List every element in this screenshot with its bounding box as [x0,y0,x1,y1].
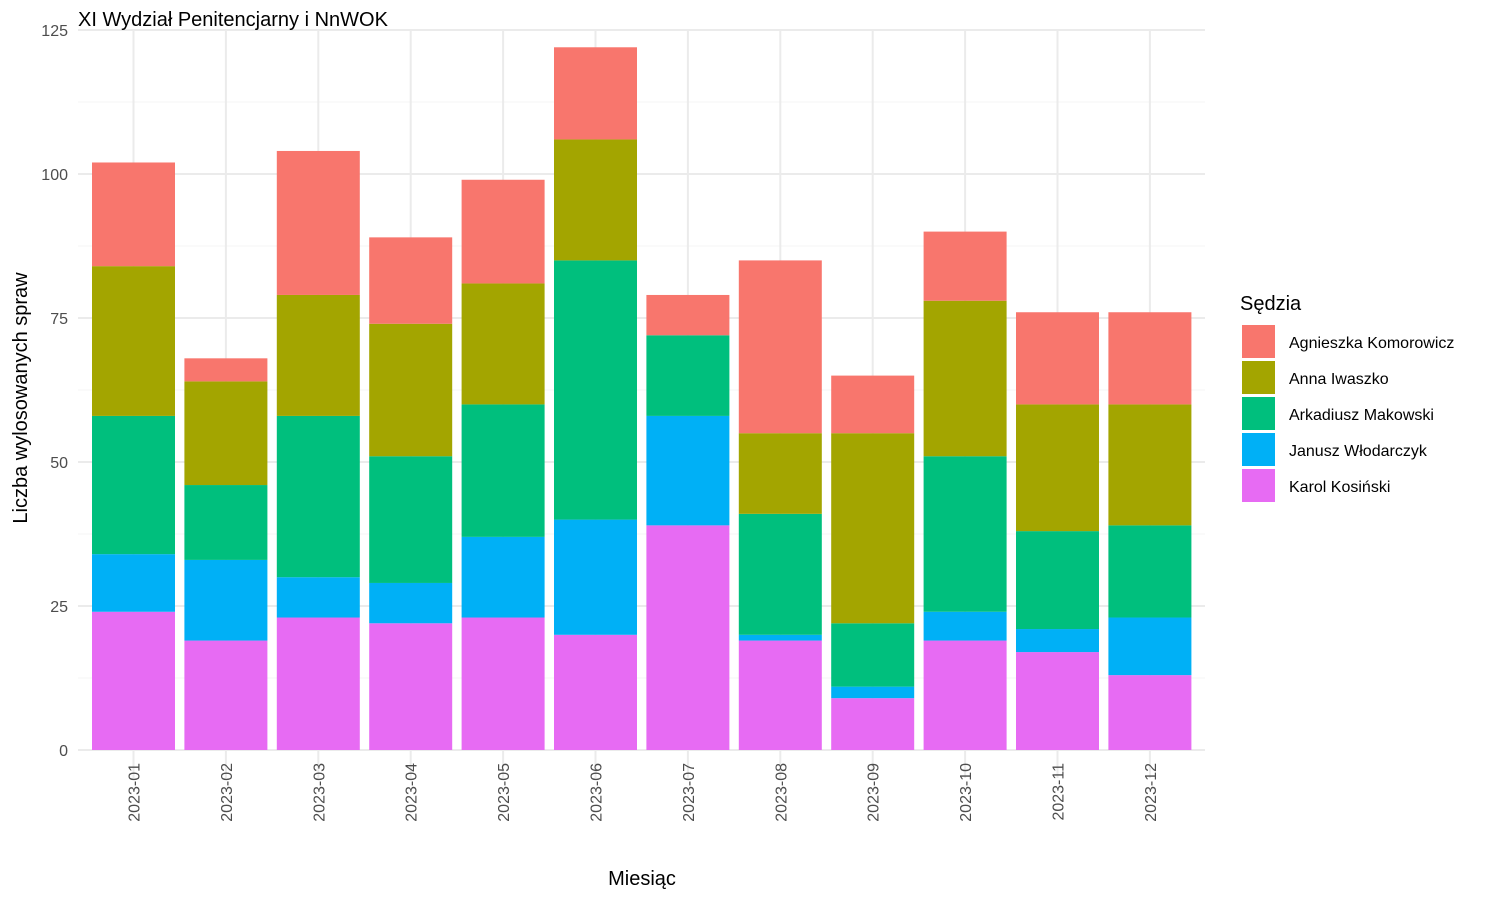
x-tick-label: 2023-11 [1051,763,1068,821]
y-tick-label: 50 [50,455,68,472]
bar-segment [369,237,453,324]
x-tick-label: 2023-12 [1143,763,1160,822]
bar-segment [554,519,637,635]
legend-label: Anna Iwaszko [1289,371,1389,388]
x-axis-label: Miesiąc [608,868,676,890]
bar-segment [831,433,915,624]
bar-segment [923,456,1007,612]
bar-segment [1016,404,1099,532]
bar-segment [738,260,822,434]
x-tick-label: 2023-04 [404,763,421,822]
bar-segment [92,162,175,267]
legend-swatch [1242,361,1275,394]
bar-segment [276,150,360,295]
y-tick-label: 125 [41,23,68,40]
bar-segment [923,231,1007,301]
bar-segment [461,283,545,405]
y-axis-label: Liczba wylosowanych spraw [10,272,32,524]
y-tick-label: 75 [50,311,68,328]
bar-segment [646,294,730,336]
bar-segment [831,375,915,434]
legend-label: Janusz Włodarczyk [1289,443,1428,460]
legend-label: Arkadiusz Makowski [1289,407,1434,424]
bar-segment [1016,531,1099,630]
bar-segment [184,640,268,750]
axis-layer: 0 25 50 75 100 125 2023-01 2023-02 2023-03 2023-0… [41,23,1160,822]
bar-segment [923,611,1007,641]
x-tick-label: 2023-07 [681,763,698,822]
bar-segment [831,623,915,687]
bar-segment [461,404,545,537]
x-tick-label: 2023-05 [496,763,513,822]
bar-segment [276,617,360,750]
legend-label: Agnieszka Komorowicz [1289,335,1454,352]
bar-segment [369,323,453,457]
bar-segment [1016,652,1099,750]
y-tick-label: 100 [41,167,68,184]
legend-swatch [1242,397,1275,430]
bar-segment [923,300,1007,457]
x-tick-label: 2023-09 [866,763,883,822]
x-tick-label: 2023-03 [311,763,328,822]
bar-segment [92,554,175,612]
bar-segment [1108,617,1192,676]
x-tick-label: 2023-10 [958,763,975,822]
bar-segment [276,415,360,578]
bar-segment [646,335,730,416]
legend-items: Agnieszka Komorowicz Anna Iwaszko Arkadius… [1242,325,1454,502]
bar-segment [461,536,545,618]
bar-segment [554,634,637,750]
legend-title: Sędzia [1240,293,1302,315]
bar-segment [276,577,360,618]
bar-segment [461,617,545,750]
bar-segment [738,513,822,635]
bar-segment [92,415,175,555]
bar-segment [1108,312,1192,405]
bars-layer [92,47,1192,750]
bar-segment [923,640,1007,750]
bar-segment [554,47,637,140]
bar-segment [369,623,453,750]
legend-swatch [1242,469,1275,502]
bar-segment [554,139,637,261]
x-tick-label: 2023-06 [589,763,606,822]
bar-segment [1016,312,1099,405]
bar-segment [1108,675,1192,750]
bar-segment [369,456,453,583]
legend-swatch [1242,433,1275,466]
bar-segment [738,634,822,641]
bar-segment [184,485,268,560]
bar-segment [554,260,637,520]
bar-segment [92,266,175,416]
bar-segment [738,433,822,514]
bar-segment [92,611,175,750]
bar-segment [461,179,545,284]
x-tick-label: 2023-02 [219,763,236,822]
bar-segment [184,381,268,486]
bar-segment [646,415,730,526]
legend-swatch [1242,325,1275,358]
bar-segment [184,358,268,382]
bar-segment [1108,525,1192,618]
bar-segment [184,559,268,641]
chart-title: XI Wydział Penitencjarny i NnWOK [78,9,389,31]
bar-segment [1016,629,1099,653]
y-tick-label: 25 [50,599,68,616]
x-tick-label: 2023-08 [773,763,790,822]
bar-segment [369,582,453,624]
bar-segment [738,640,822,750]
bar-segment [276,294,360,416]
x-tick-label: 2023-01 [127,763,144,822]
y-tick-label: 0 [59,743,68,760]
bar-segment [646,525,730,750]
bar-segment [1108,404,1192,526]
bar-segment [831,686,915,699]
legend-label: Karol Kosiński [1289,479,1390,496]
bar-segment [831,698,915,750]
